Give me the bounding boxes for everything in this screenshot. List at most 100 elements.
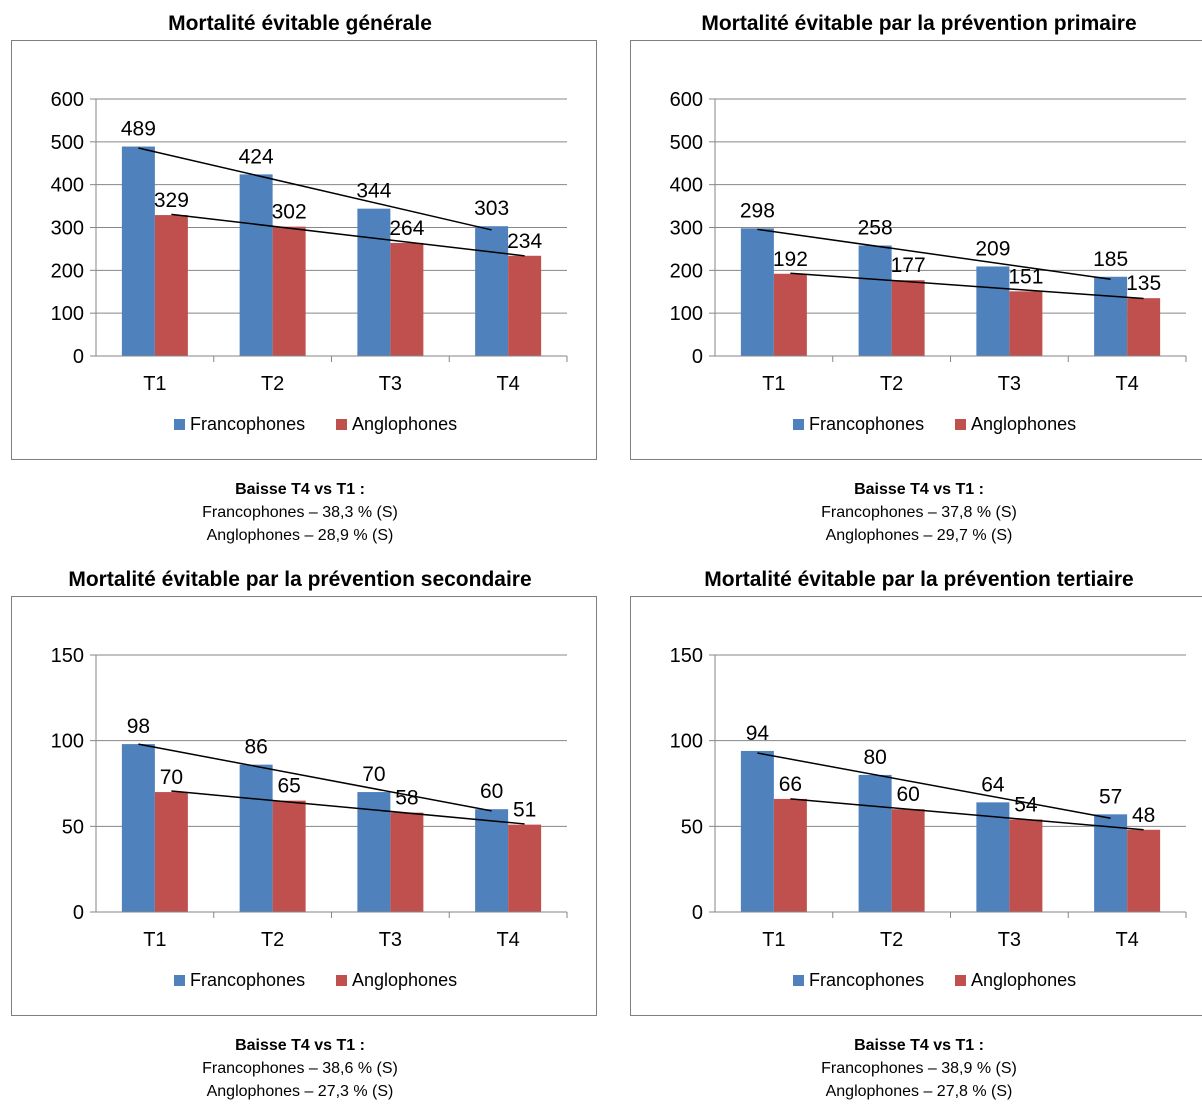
note-line-francophones: Francophones – 37,8 % (S) [821, 504, 1017, 521]
bar-francophones [858, 245, 892, 356]
data-label-francophones: 303 [474, 197, 509, 220]
y-tick-label: 600 [51, 89, 84, 111]
bar-francophones [121, 744, 155, 912]
note-header: Baisse T4 vs T1 : [854, 1037, 984, 1054]
bar-chart: 0 100 200 300 400 500 600 298 192 T1 258 177 T2 209 15… [670, 89, 1187, 434]
bar-anglophones [891, 280, 925, 356]
data-label-anglophones: 58 [395, 787, 418, 810]
data-label-francophones: 98 [127, 715, 150, 738]
y-tick-label: 100 [670, 303, 703, 325]
bar-anglophones [154, 215, 188, 356]
legend-swatch [955, 419, 966, 430]
x-tick-label: T3 [379, 929, 402, 951]
data-label-anglophones: 177 [891, 254, 926, 277]
y-tick-label: 50 [62, 816, 84, 838]
bar-francophones [1094, 814, 1128, 912]
data-label-francophones: 209 [975, 237, 1010, 260]
y-tick-label: 600 [670, 89, 703, 111]
trendline-anglophones [790, 272, 1144, 300]
chart-title: Mortalité évitable par la prévention sec… [68, 568, 532, 591]
data-label-francophones: 344 [356, 180, 391, 203]
data-label-anglophones: 54 [1014, 793, 1038, 816]
change-note: Baisse T4 vs T1 : Francophones – 38,9 % … [619, 1034, 1202, 1103]
data-label-francophones: 80 [863, 746, 886, 769]
data-label-anglophones: 264 [389, 217, 424, 240]
y-tick-label: 0 [73, 346, 84, 368]
bar-francophones [976, 802, 1010, 912]
data-label-anglophones: 70 [160, 766, 183, 789]
data-label-francophones: 70 [362, 763, 385, 786]
data-label-francophones: 94 [746, 722, 770, 745]
bar-anglophones [272, 800, 306, 912]
bar-anglophones [390, 242, 424, 356]
data-label-francophones: 424 [239, 145, 274, 168]
data-label-anglophones: 51 [513, 799, 536, 822]
bar-anglophones [390, 812, 424, 912]
data-label-francophones: 258 [858, 216, 893, 239]
bar-anglophones [773, 798, 807, 912]
x-tick-label: T4 [1115, 929, 1138, 951]
x-tick-label: T4 [496, 929, 519, 951]
bar-anglophones [1127, 298, 1161, 356]
bar-anglophones [891, 809, 925, 912]
x-tick-label: T3 [998, 373, 1021, 395]
x-tick-label: T2 [261, 929, 284, 951]
bar-anglophones [773, 273, 807, 356]
y-tick-label: 200 [670, 260, 703, 282]
note-line-anglophones: Anglophones – 28,9 % (S) [206, 527, 394, 544]
note-line-francophones: Francophones – 38,6 % (S) [202, 1060, 398, 1077]
x-tick-label: T4 [1115, 373, 1138, 395]
x-tick-label: T1 [762, 373, 785, 395]
x-tick-label: T3 [998, 929, 1021, 951]
note-line-anglophones: Anglophones – 29,7 % (S) [825, 527, 1013, 544]
trendline-anglophones [790, 798, 1144, 831]
data-label-francophones: 489 [121, 118, 156, 141]
legend-swatch [174, 975, 185, 986]
legend: Francophones Anglophones [174, 970, 457, 990]
bar-francophones [239, 174, 273, 356]
legend: Francophones Anglophones [174, 414, 457, 434]
y-tick-label: 500 [670, 132, 703, 154]
data-label-francophones: 86 [244, 736, 267, 759]
bar-francophones [858, 774, 892, 912]
note-line-anglophones: Anglophones – 27,8 % (S) [825, 1083, 1013, 1100]
trendline-anglophones [171, 213, 525, 257]
y-tick-label: 300 [670, 218, 703, 240]
trendline-francophones [138, 743, 492, 812]
bar-francophones [475, 809, 509, 912]
bar-chart: 0 50 100 150 94 66 T1 80 60 T2 64 54 T3 57 48 T4 Francop… [670, 645, 1187, 990]
legend: Francophones Anglophones [793, 414, 1076, 434]
y-tick-label: 100 [51, 731, 84, 753]
legend-swatch [336, 975, 347, 986]
y-tick-label: 0 [692, 902, 703, 924]
y-tick-label: 500 [51, 132, 84, 154]
data-label-anglophones: 329 [154, 189, 189, 212]
legend-label: Anglophones [352, 970, 457, 990]
x-tick-label: T4 [496, 373, 519, 395]
bar-anglophones [1009, 291, 1043, 356]
bar-francophones [239, 764, 273, 912]
trendline-anglophones [171, 790, 525, 825]
legend-label: Anglophones [971, 414, 1076, 434]
x-tick-label: T3 [379, 373, 402, 395]
y-tick-label: 0 [692, 346, 703, 368]
legend-swatch [793, 419, 804, 430]
y-tick-label: 0 [73, 902, 84, 924]
change-note: Baisse T4 vs T1 : Francophones – 38,3 % … [0, 478, 600, 547]
bar-francophones [475, 226, 509, 356]
legend-swatch [793, 975, 804, 986]
chart-title: Mortalité évitable par la prévention ter… [704, 568, 1134, 591]
bar-francophones [976, 266, 1010, 356]
note-line-francophones: Francophones – 38,3 % (S) [202, 504, 398, 521]
x-tick-label: T2 [261, 373, 284, 395]
bar-francophones [357, 208, 391, 356]
legend-swatch [955, 975, 966, 986]
legend-label: Francophones [190, 414, 305, 434]
data-label-anglophones: 135 [1126, 272, 1161, 295]
bar-anglophones [272, 226, 306, 356]
trendline-francophones [138, 147, 492, 231]
y-tick-label: 100 [670, 731, 703, 753]
y-tick-label: 400 [51, 175, 84, 197]
legend-swatch [174, 419, 185, 430]
bar-francophones [740, 228, 774, 356]
